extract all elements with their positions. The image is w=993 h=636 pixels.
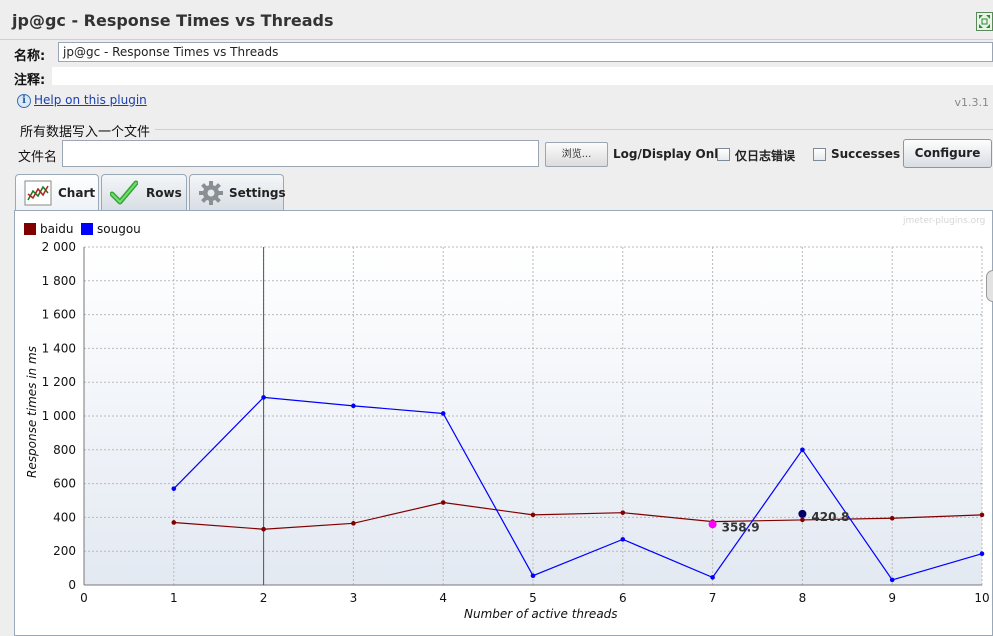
y-tick-label: 1 600 (42, 308, 76, 322)
window-title: jp@gc - Response Times vs Threads (12, 11, 334, 30)
configure-button[interactable]: Configure (903, 139, 992, 168)
data-point-sougou (530, 573, 536, 579)
x-tick-label: 2 (260, 591, 268, 605)
y-tick-label: 1 400 (42, 341, 76, 355)
tab-rows[interactable]: Rows (101, 174, 187, 210)
annotation-marker (708, 520, 717, 529)
y-tick-label: 0 (68, 578, 76, 592)
annotation-label: 358.9 (722, 520, 760, 534)
data-point-sougou (351, 403, 356, 409)
y-tick-label: 800 (53, 443, 76, 457)
legend-swatch-sougou (81, 223, 93, 235)
name-label: 名称: (14, 49, 46, 64)
y-tick-label: 1 000 (42, 409, 76, 423)
info-icon: i (17, 94, 31, 108)
watermark: jmeter-plugins.org (903, 216, 986, 226)
series-line-sougou (173, 396, 983, 581)
y-tick-label: 1 200 (42, 375, 76, 389)
y-tick-label: 2 000 (42, 240, 76, 254)
chart-icon (24, 180, 52, 206)
tab-chart-label: Chart (58, 186, 96, 200)
scroll-handle[interactable] (986, 270, 993, 302)
group-divider (155, 129, 993, 130)
help-link[interactable]: Help on this plugin (34, 93, 147, 107)
tab-settings-label: Settings (229, 186, 286, 200)
data-point-sougou (710, 575, 715, 580)
log-display-label: Log/Display Only: (613, 147, 731, 161)
x-tick-label: 5 (529, 591, 537, 605)
title-bar: jp@gc - Response Times vs Threads (0, 0, 993, 40)
help-row: i Help on this plugin v1.3.1 (0, 87, 993, 115)
legend-swatch-baidu (24, 223, 36, 235)
file-label: 文件名 (18, 150, 58, 165)
y-tick-label: 400 (53, 510, 76, 524)
data-point-baidu (530, 512, 536, 518)
data-point-baidu (351, 521, 356, 526)
checkmark-icon (110, 180, 138, 205)
data-point-sougou (440, 411, 446, 416)
legend-label-sougou: sougou (97, 222, 141, 236)
x-tick-label: 10 (974, 591, 989, 605)
data-point-baidu (171, 520, 177, 525)
x-tick-label: 1 (170, 591, 178, 605)
tab-settings[interactable]: Settings (189, 174, 286, 210)
browse-button[interactable]: 浏览... (545, 142, 608, 167)
data-point-sougou (261, 395, 266, 400)
y-tick-label: 200 (53, 544, 76, 558)
x-tick-label: 7 (709, 591, 717, 605)
data-point-baidu (889, 515, 895, 521)
comment-label: 注释: (14, 73, 46, 88)
data-point-baidu (620, 510, 626, 515)
errors-only-checkbox[interactable] (717, 148, 730, 161)
data-point-sougou (800, 447, 805, 453)
tab-rows-label: Rows (146, 186, 182, 200)
data-point-sougou (889, 577, 895, 583)
y-axis-label: Response times in ms (25, 346, 39, 478)
data-point-baidu (261, 526, 266, 532)
data-point-baidu (800, 517, 805, 523)
y-tick-label: 600 (53, 477, 76, 491)
data-point-baidu (979, 512, 985, 518)
data-point-baidu (440, 500, 446, 505)
file-name-field[interactable] (62, 140, 539, 167)
successes-checkbox[interactable] (813, 148, 826, 161)
successes-label: Successes (831, 147, 901, 161)
data-point-sougou (620, 537, 626, 542)
legend-label-baidu: baidu (40, 222, 74, 236)
x-tick-label: 3 (350, 591, 358, 605)
errors-only-label: 仅日志错误 (735, 149, 796, 163)
comment-field[interactable] (52, 67, 993, 85)
x-tick-label: 4 (439, 591, 447, 605)
x-tick-label: 9 (888, 591, 896, 605)
x-tick-label: 6 (619, 591, 627, 605)
annotation-label: 420.8 (811, 510, 849, 524)
x-axis-label: Number of active threads (464, 607, 618, 621)
series-line-baidu (173, 501, 983, 530)
annotation-marker (798, 509, 807, 518)
data-point-sougou (979, 551, 985, 557)
name-field[interactable]: jp@gc - Response Times vs Threads (58, 42, 993, 62)
tab-chart[interactable]: Chart (15, 174, 99, 211)
version-label: v1.3.1 (954, 96, 990, 109)
x-tick-label: 0 (80, 591, 88, 605)
file-group-title: 所有数据写入一个文件 (20, 125, 151, 140)
x-tick-label: 8 (799, 591, 807, 605)
data-point-sougou (171, 486, 177, 491)
gear-icon (199, 181, 223, 205)
y-tick-label: 1 800 (42, 274, 76, 288)
